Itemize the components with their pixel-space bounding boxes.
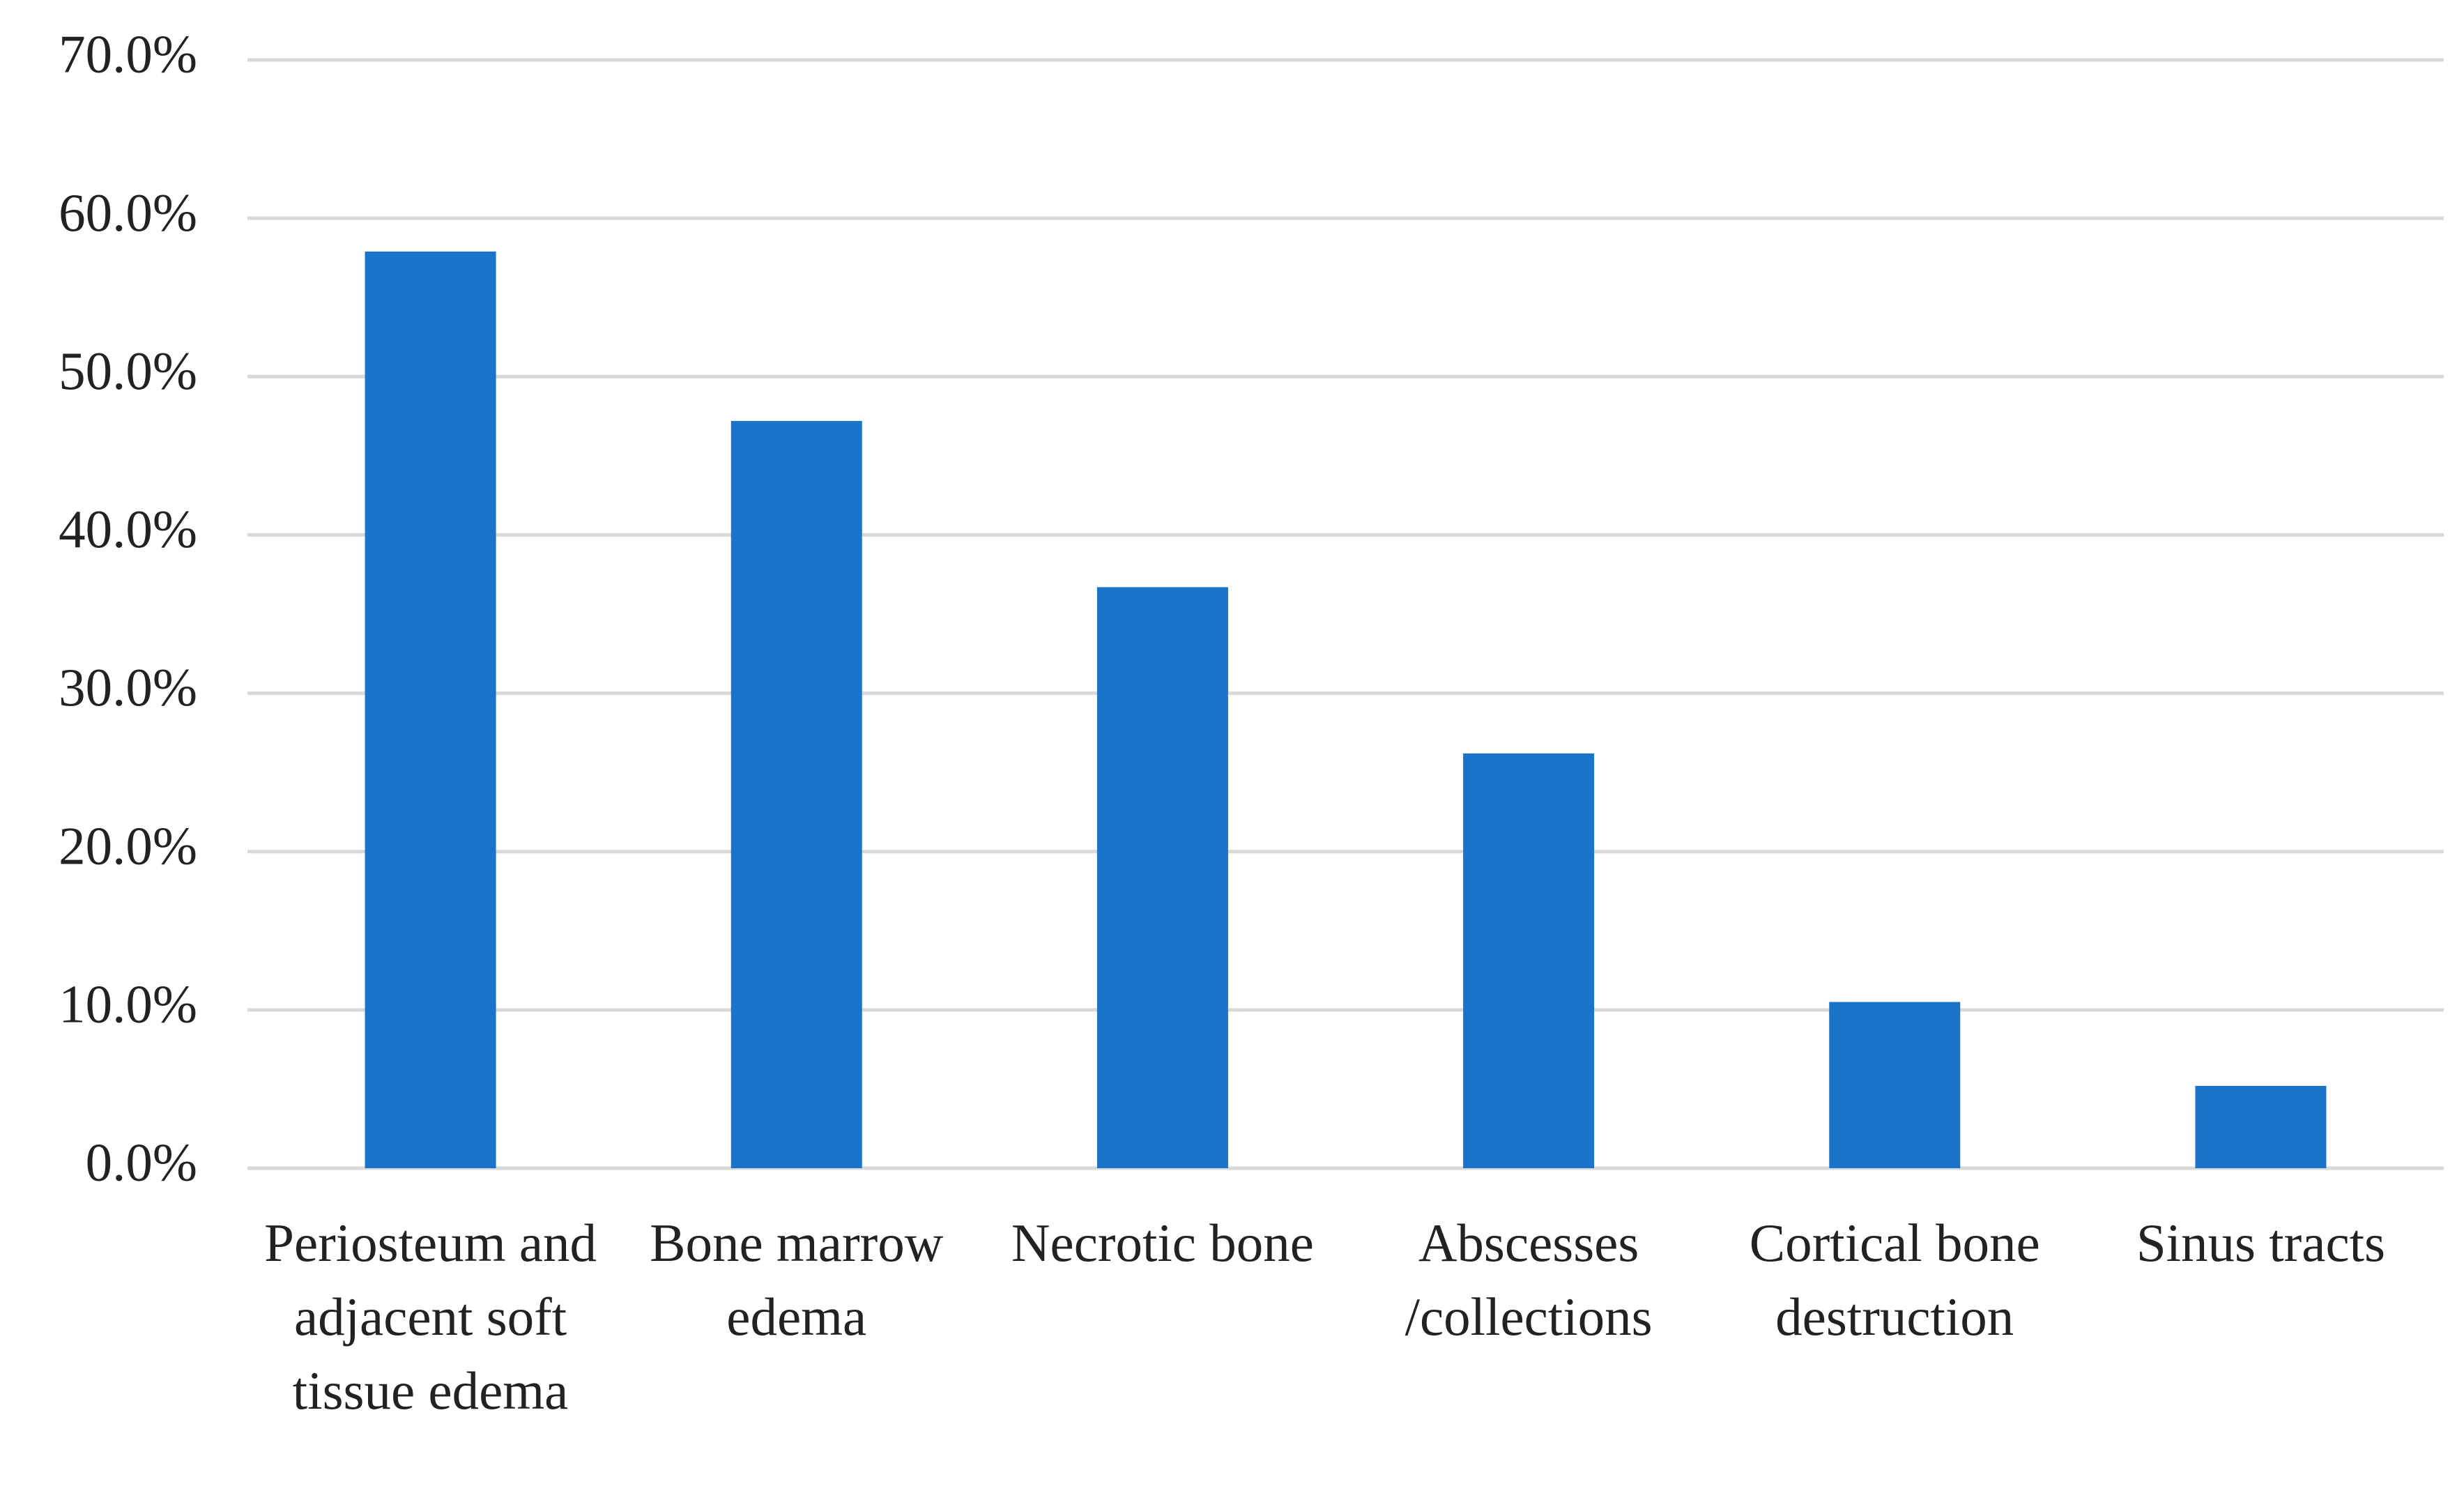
y-tick-label: 50.0% (59, 341, 197, 401)
x-tick-label: Sinus tracts (2136, 1213, 2385, 1273)
bar (1829, 1002, 1961, 1168)
y-tick-label: 30.0% (59, 657, 197, 717)
y-tick-label: 60.0% (59, 183, 197, 243)
bar (730, 420, 862, 1168)
x-tick-label: Abscesses /collections (1405, 1213, 1653, 1347)
bar (365, 251, 496, 1168)
y-tick-label: 70.0% (59, 24, 197, 84)
bar (1463, 753, 1595, 1168)
x-tick-label: Necrotic bone (1011, 1213, 1314, 1273)
y-tick-label: 0.0% (86, 1133, 197, 1193)
y-tick-label: 10.0% (59, 974, 197, 1034)
y-tick-label: 40.0% (59, 499, 197, 559)
bar (2195, 1085, 2327, 1168)
bar (1096, 587, 1228, 1168)
x-tick-label: Periosteum and adjacent soft tissue edem… (264, 1213, 597, 1421)
x-tick-label: Bone marrow edema (650, 1213, 944, 1347)
y-tick-label: 20.0% (59, 816, 197, 875)
x-tick-label: Cortical bone destruction (1749, 1213, 2040, 1347)
